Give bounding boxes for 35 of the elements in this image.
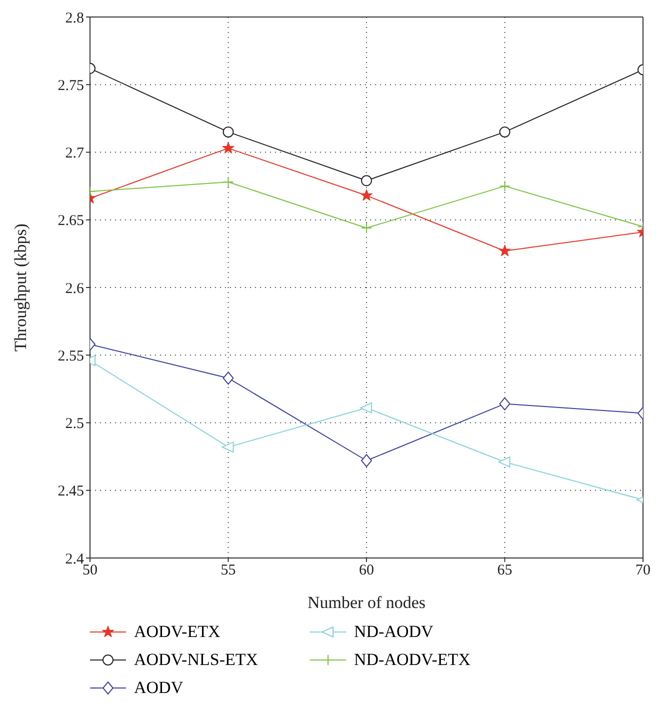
point (222, 126, 234, 138)
point (499, 397, 510, 410)
legend-label: ND-AODV (354, 622, 434, 642)
x-tick-label: 60 (359, 562, 374, 579)
y-tick-label: 2.4 (65, 551, 84, 568)
point (222, 176, 234, 188)
point (222, 372, 234, 385)
point (361, 222, 372, 234)
legend-label: ND-AODV-ETX (354, 650, 470, 670)
point (499, 126, 510, 138)
y-tick-label: 2.55 (58, 348, 84, 364)
y-tick-label: 2.8 (65, 10, 84, 26)
y-tick-label: 2.6 (65, 280, 84, 297)
point (361, 454, 372, 468)
y-axis-title: Throughput (kbps) (11, 224, 30, 352)
y-tick-label: 2.45 (58, 484, 84, 500)
x-tick-label: 55 (220, 562, 236, 579)
point (222, 142, 234, 154)
point (498, 244, 511, 256)
y-tick-label: 2.7 (65, 146, 84, 162)
y-tick-label: 2.65 (58, 213, 84, 230)
point (361, 175, 372, 186)
x-tick-label: 50 (82, 562, 98, 579)
point (360, 189, 373, 201)
y-tick-label: 2.5 (65, 416, 84, 432)
y-tick-label: 2.75 (58, 78, 84, 94)
x-tick-label: 70 (636, 562, 650, 579)
point (499, 180, 510, 192)
x-axis-title: Number of nodes (307, 593, 426, 612)
point (498, 456, 510, 468)
point (360, 402, 372, 414)
legend-label: AODV (134, 678, 184, 698)
legend-label: AODV-ETX (134, 622, 220, 642)
x-tick-label: 65 (497, 562, 512, 579)
legend-label: AODV-NLS-ETX (134, 650, 258, 670)
